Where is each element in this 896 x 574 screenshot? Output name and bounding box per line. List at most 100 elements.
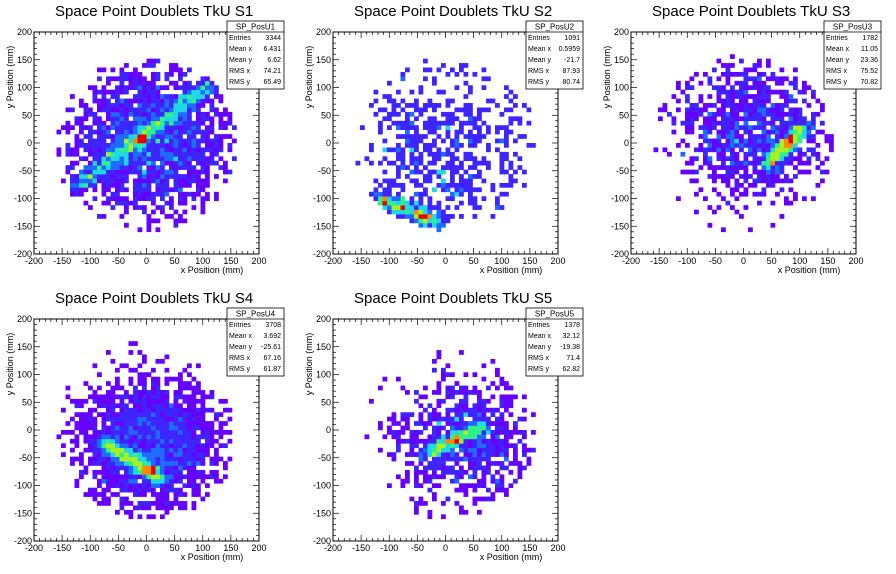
bin-cell	[178, 214, 183, 219]
bin-cell	[396, 125, 401, 130]
bin-cell	[761, 129, 767, 135]
bin-cell	[191, 501, 197, 506]
bin-cell	[196, 187, 201, 193]
bin-cell	[409, 412, 415, 417]
bin-cell	[151, 134, 156, 139]
bin-cell	[459, 425, 464, 431]
bin-cell	[142, 178, 147, 184]
bin-cell	[128, 71, 134, 77]
bin-cell	[110, 447, 116, 453]
bin-cell	[151, 138, 156, 144]
bin-cell	[477, 174, 482, 179]
bin-cell	[173, 376, 179, 382]
bin-cell	[133, 187, 138, 193]
bin-cell	[133, 138, 138, 144]
bin-cell	[106, 80, 111, 86]
bin-cell	[531, 412, 536, 417]
bin-cell	[110, 430, 116, 435]
bin-cell	[155, 107, 161, 113]
bin-cell	[400, 478, 406, 484]
bin-cell	[730, 169, 735, 175]
bin-cell	[178, 465, 183, 471]
bin-cell	[418, 196, 424, 202]
bin-cell	[468, 165, 473, 170]
bin-cell	[133, 169, 138, 175]
bin-cell	[757, 125, 762, 130]
bin-cell	[146, 129, 152, 135]
bin-cell	[423, 394, 428, 400]
bin-cell	[119, 107, 125, 113]
bin-cell	[178, 147, 183, 153]
bin-cell	[454, 143, 460, 148]
bin-cell	[110, 438, 116, 444]
bin-cell	[70, 151, 75, 157]
bin-cell	[223, 407, 228, 413]
bin-cell	[495, 196, 500, 202]
bin-cell	[793, 129, 798, 135]
bin-cell	[146, 407, 152, 413]
bin-cell	[450, 438, 455, 444]
bin-cell	[74, 187, 80, 193]
bin-cell	[142, 174, 147, 179]
bin-cell	[770, 120, 776, 126]
bin-cell	[65, 147, 71, 153]
bin-cell	[178, 501, 183, 506]
bin-cell	[74, 143, 80, 148]
bin-cell	[459, 483, 464, 489]
axis-ticks	[630, 31, 857, 255]
bin-cell	[526, 120, 532, 126]
bin-cell	[124, 116, 129, 122]
bin-cell	[427, 447, 433, 453]
bin-cell	[409, 134, 415, 139]
bin-cell	[128, 156, 134, 162]
bin-cell	[463, 452, 469, 457]
bin-cell	[142, 120, 147, 126]
bin-cell	[486, 147, 491, 153]
bin-cell	[459, 430, 464, 435]
bin-cell	[441, 165, 446, 170]
bin-cell	[97, 165, 102, 170]
bin-cell	[436, 218, 442, 224]
bin-cell	[182, 151, 188, 157]
bin-cell	[400, 385, 406, 391]
bin-cell	[124, 205, 129, 210]
bin-cell	[200, 390, 206, 395]
bin-cell	[187, 403, 192, 409]
bin-cell	[151, 147, 156, 153]
bin-cell	[486, 416, 491, 422]
bin-cell	[427, 169, 433, 175]
bin-cell	[142, 376, 147, 382]
bin-cell	[70, 438, 75, 444]
bin-cell	[178, 430, 183, 435]
bin-cell	[752, 94, 758, 99]
stats-value: 11.05	[861, 46, 878, 53]
bin-cell	[450, 478, 455, 484]
bin-cell	[418, 438, 424, 444]
bin-cell	[92, 492, 98, 497]
bin-cell	[200, 182, 206, 188]
bin-cell	[133, 412, 138, 417]
bin-cell	[151, 178, 156, 184]
y-tick-label: -100	[14, 194, 32, 204]
bin-cell	[115, 98, 120, 104]
bin-cell	[441, 465, 446, 471]
bin-cell	[79, 461, 84, 466]
bin-cell	[743, 80, 749, 86]
bin-cell	[196, 381, 201, 386]
bin-cell	[757, 98, 762, 104]
bin-cell	[227, 111, 233, 117]
bin-cell	[115, 116, 120, 122]
y-axis-label: y Position (mm)	[304, 46, 314, 109]
bin-cell	[137, 147, 143, 153]
bin-cell	[101, 478, 107, 484]
bin-cell	[770, 129, 776, 135]
bin-cell	[137, 76, 143, 82]
x-tick-label: 150	[820, 256, 835, 266]
bin-cell	[707, 125, 713, 130]
bin-cell	[151, 483, 156, 489]
bin-cell	[716, 147, 722, 153]
bin-cell	[110, 165, 116, 170]
bin-cell	[137, 452, 143, 457]
bin-cell	[106, 381, 111, 386]
bin-cell	[806, 147, 812, 153]
